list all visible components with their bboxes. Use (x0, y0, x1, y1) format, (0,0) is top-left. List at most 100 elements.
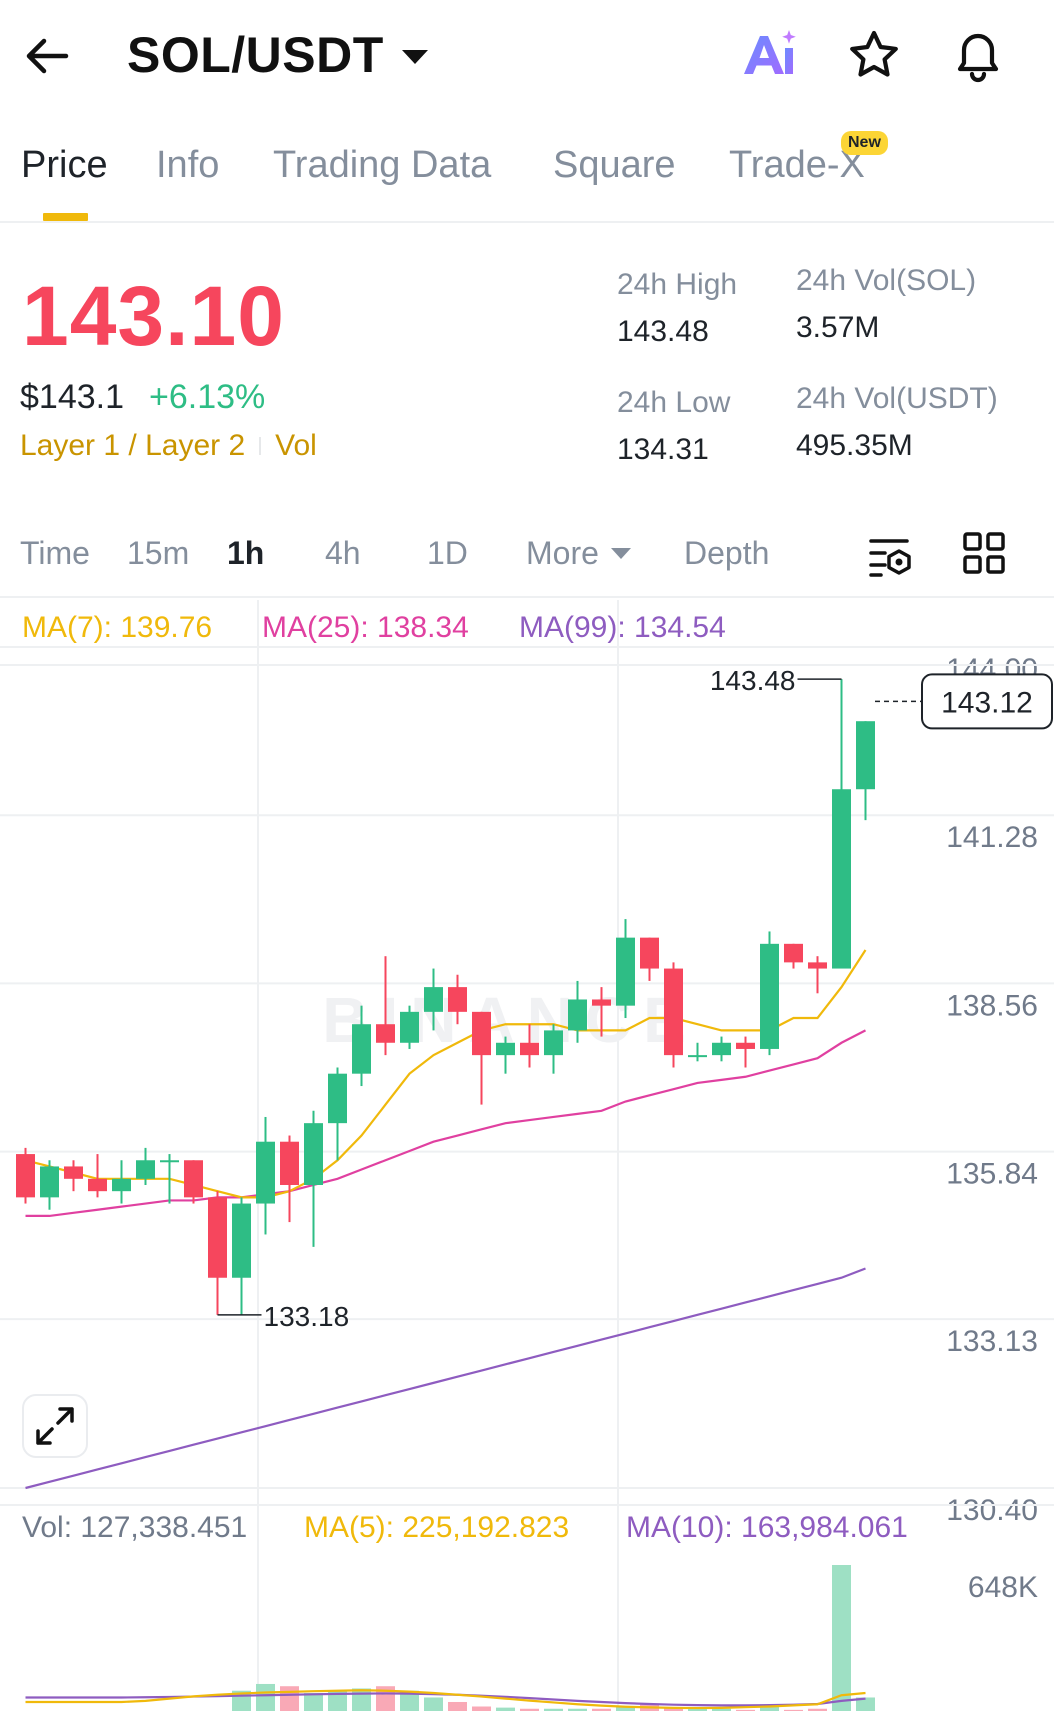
vol-legend: Vol: 127,338.451 (22, 1511, 248, 1544)
volume-bar (712, 1708, 731, 1711)
volume-bar (328, 1690, 347, 1711)
expand-icon (36, 1407, 74, 1445)
tags-row: Layer 1 / Layer 2 Vol (20, 429, 317, 463)
volume-bar (568, 1708, 587, 1711)
high-value: 143.48 (617, 315, 709, 348)
candle-up (112, 1178, 131, 1192)
tag-layer[interactable]: Layer 1 / Layer 2 (20, 429, 246, 462)
volume-bar (520, 1708, 539, 1711)
candle-down (184, 1160, 203, 1198)
pair-selector[interactable]: SOL/USDT (127, 26, 428, 84)
depth-tab[interactable]: Depth (684, 535, 770, 571)
candle-down (592, 999, 611, 1006)
active-tab-indicator (43, 213, 88, 221)
indicator-settings-icon[interactable] (868, 533, 914, 579)
candle-down (280, 1141, 299, 1185)
candle-down (808, 962, 827, 969)
candle-up (160, 1160, 179, 1163)
y-axis-label: 133.13 (946, 1325, 1038, 1358)
interval-more[interactable]: More (526, 535, 631, 572)
caret-down-icon (610, 548, 631, 559)
volume-bar (808, 1708, 827, 1711)
detail-tabs: Price Info Trading Data Square Trade-X (0, 130, 1054, 223)
vol-ma5-legend: MA(5): 225,192.823 (304, 1511, 570, 1544)
ma7-legend: MA(7): 139.76 (22, 611, 213, 644)
star-icon[interactable] (846, 28, 902, 84)
candle-up (856, 721, 875, 790)
top-bar: SOL/USDT (0, 0, 1054, 110)
ma25-line (25, 1029, 867, 1218)
tag-vol[interactable]: Vol (275, 429, 317, 462)
candle-down (208, 1197, 227, 1278)
tab-trading-data[interactable]: Trading Data (273, 144, 492, 186)
candle-down (640, 937, 659, 969)
volume-bar (784, 1709, 803, 1711)
change-percent: +6.13% (149, 378, 266, 416)
volume-bar (592, 1708, 611, 1711)
tab-price[interactable]: Price (21, 144, 108, 186)
volume-bar (424, 1697, 443, 1711)
ma99-line (25, 1267, 866, 1490)
y-axis-label: 130.40 (946, 1494, 1038, 1527)
interval-1h[interactable]: 1h (227, 535, 265, 571)
vol-base-label: 24h Vol(SOL) (796, 264, 977, 297)
candle-up (304, 1123, 323, 1185)
high-label: 24h High (617, 268, 738, 301)
candle-up (424, 987, 443, 1012)
vol-quote-label: 24h Vol(USDT) (796, 382, 998, 415)
volume-bar (760, 1704, 779, 1711)
candle-up (400, 1011, 419, 1043)
vol-ma10-legend: MA(10): 163,984.061 (626, 1511, 908, 1544)
candle-up (136, 1160, 155, 1179)
volume-bar (832, 1565, 851, 1711)
candle-down (784, 943, 803, 963)
volume-ma5-line (25, 1689, 866, 1710)
ma7-line (25, 949, 867, 1199)
candle-up (616, 937, 635, 1006)
candle-down (448, 987, 467, 1012)
y-axis-label: 138.56 (946, 989, 1038, 1022)
low-label: 24h Low (617, 386, 731, 419)
ai-icon[interactable] (740, 26, 802, 82)
candle-down (64, 1166, 83, 1179)
back-arrow-icon[interactable] (22, 30, 74, 82)
interval-4h[interactable]: 4h (325, 535, 361, 571)
tab-square[interactable]: Square (553, 144, 676, 186)
candle-down (520, 1042, 539, 1056)
candle-up (352, 1024, 371, 1074)
volume-bar (856, 1697, 875, 1711)
bell-icon[interactable] (950, 26, 1006, 84)
current-price-label: 143.12 (941, 686, 1033, 719)
candlestick-chart[interactable]: 144.00141.28138.56135.84133.13130.40BINA… (0, 600, 1054, 1711)
candle-up (544, 1030, 563, 1056)
candle-up (688, 1055, 707, 1058)
tab-info[interactable]: Info (156, 144, 220, 186)
volume-bar (496, 1707, 515, 1711)
candle-down (88, 1178, 107, 1192)
candle-up (256, 1141, 275, 1204)
interval-15m[interactable]: 15m (127, 535, 190, 571)
candle-down (16, 1154, 35, 1198)
grid-layout-icon[interactable] (962, 531, 1006, 575)
last-price: 143.10 (22, 269, 285, 363)
volume-bar (544, 1708, 563, 1711)
interval-1d[interactable]: 1D (427, 535, 468, 571)
candle-down (664, 968, 683, 1056)
current-price-box (921, 673, 1053, 730)
low-value: 134.31 (617, 433, 709, 466)
y-axis-label: 135.84 (946, 1158, 1038, 1191)
candle-up (760, 943, 779, 1049)
volume-bar (664, 1707, 683, 1711)
candle-up (328, 1073, 347, 1124)
low-marker-label: 133.18 (264, 1301, 350, 1332)
y-axis-label: 141.28 (946, 821, 1038, 854)
interval-time[interactable]: Time (20, 535, 90, 571)
vol-quote-value: 495.35M (796, 429, 913, 462)
volume-bar (400, 1690, 419, 1711)
interval-more-label: More (526, 535, 599, 571)
expand-chart-button[interactable] (22, 1394, 88, 1458)
ma99-legend: MA(99): 134.54 (519, 611, 726, 644)
volume-bar (688, 1708, 707, 1711)
candle-up (232, 1203, 251, 1278)
high-marker-label: 143.48 (710, 665, 796, 696)
